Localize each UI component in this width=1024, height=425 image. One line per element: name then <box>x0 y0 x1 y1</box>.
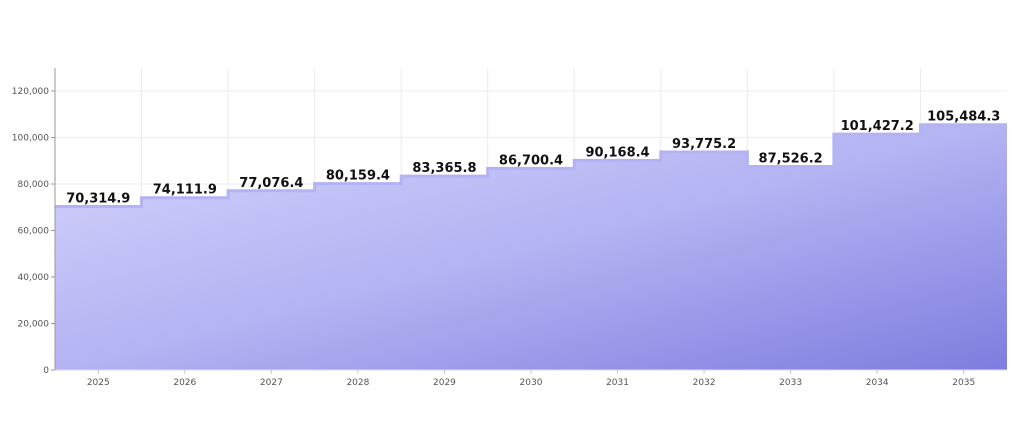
data-label: 77,076.4 <box>239 176 303 191</box>
data-label: 80,159.4 <box>326 169 390 184</box>
x-tick-label: 2029 <box>433 378 456 388</box>
data-label: 105,484.3 <box>927 110 1000 125</box>
data-label: 87,526.2 <box>759 152 823 167</box>
x-tick-label: 2032 <box>693 378 716 388</box>
x-tick-label: 2028 <box>346 378 369 388</box>
area-series <box>55 123 1007 371</box>
data-label: 86,700.4 <box>499 153 563 168</box>
x-tick-label: 2025 <box>87 378 110 388</box>
area-fill <box>55 124 1007 371</box>
data-label: 101,427.2 <box>841 119 914 134</box>
x-tick-label: 2027 <box>260 378 283 388</box>
x-tick-label: 2031 <box>606 378 629 388</box>
x-axis-ticks: 2025 2026 2027 2028 2029 2030 2031 2032 2033 2034… <box>87 370 975 388</box>
y-tick-label: 100,000 <box>12 134 49 144</box>
y-axis-ticks: 0 20,000 40,000 60,000 80,000 100,000 120,000 <box>12 87 55 376</box>
x-tick-label: 2026 <box>173 378 196 388</box>
y-tick-label: 0 <box>43 366 49 376</box>
y-tick-label: 120,000 <box>12 87 49 97</box>
y-tick-label: 40,000 <box>18 273 50 283</box>
data-label: 90,168.4 <box>585 145 649 160</box>
x-tick-label: 2035 <box>952 378 975 388</box>
data-labels: 70,314.9 74,111.9 77,076.4 80,159.4 83,365.8… <box>66 110 1000 207</box>
x-tick-label: 2030 <box>520 378 543 388</box>
x-tick-label: 2033 <box>779 378 802 388</box>
data-label: 74,111.9 <box>153 183 217 198</box>
y-tick-label: 60,000 <box>18 227 50 237</box>
data-label: 70,314.9 <box>66 192 130 207</box>
y-tick-label: 20,000 <box>18 320 50 330</box>
step-line <box>55 123 1007 209</box>
data-label: 93,775.2 <box>672 137 736 152</box>
data-label: 83,365.8 <box>412 161 476 176</box>
x-tick-label: 2034 <box>866 378 889 388</box>
y-tick-label: 80,000 <box>18 180 50 190</box>
